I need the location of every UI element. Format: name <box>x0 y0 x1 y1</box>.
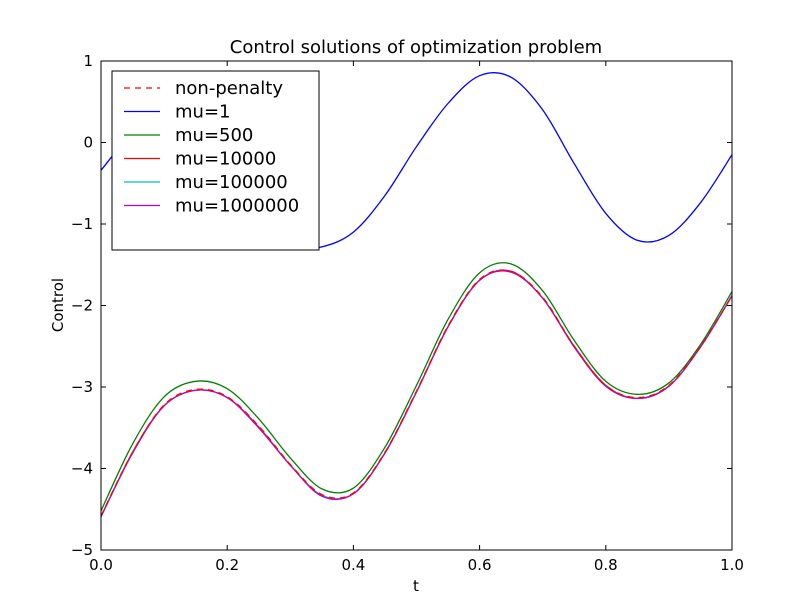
legend-label: mu=100000 <box>175 172 288 193</box>
chart-title: Control solutions of optimization proble… <box>230 37 602 58</box>
y-tick-label: 1 <box>83 52 93 70</box>
y-tick-label: −2 <box>71 297 93 315</box>
x-tick-label: 0.0 <box>89 556 113 574</box>
x-tick-label: 0.8 <box>594 556 618 574</box>
legend-label: mu=10000 <box>175 149 276 170</box>
x-tick-label: 1.0 <box>720 556 744 574</box>
legend-item: mu=1 <box>124 102 230 123</box>
x-tick-label: 0.6 <box>468 556 492 574</box>
legend-frame <box>111 70 320 251</box>
y-axis-label: Control <box>49 278 67 332</box>
legend-label: mu=1000000 <box>175 196 299 217</box>
y-tick-label: −1 <box>71 215 93 233</box>
legend-item: mu=100000 <box>124 172 288 193</box>
y-tick-label: −4 <box>71 460 93 478</box>
legend-label: non-penalty <box>175 78 283 99</box>
series-line-non-penalty <box>101 269 732 517</box>
legend-item: non-penalty <box>124 78 283 99</box>
legend-item: mu=500 <box>124 125 253 146</box>
legend-item: mu=1000000 <box>124 196 299 217</box>
y-tick-label: 0 <box>83 134 93 152</box>
series-line-mu-500 <box>101 262 732 512</box>
legend-label: mu=1 <box>175 102 230 123</box>
x-axis-label: t <box>413 577 419 595</box>
legend-item: mu=10000 <box>124 149 276 170</box>
legend-label: mu=500 <box>175 125 253 146</box>
y-tick-label: −5 <box>71 541 93 559</box>
x-tick-label: 0.4 <box>341 556 365 574</box>
x-tick-label: 0.2 <box>215 556 239 574</box>
ticks-layer: 0.0 0.2 0.4 0.6 0.8 1.0 −5 −4 −3 −2 −1 0 1 <box>71 52 744 574</box>
y-tick-label: −3 <box>71 378 93 396</box>
